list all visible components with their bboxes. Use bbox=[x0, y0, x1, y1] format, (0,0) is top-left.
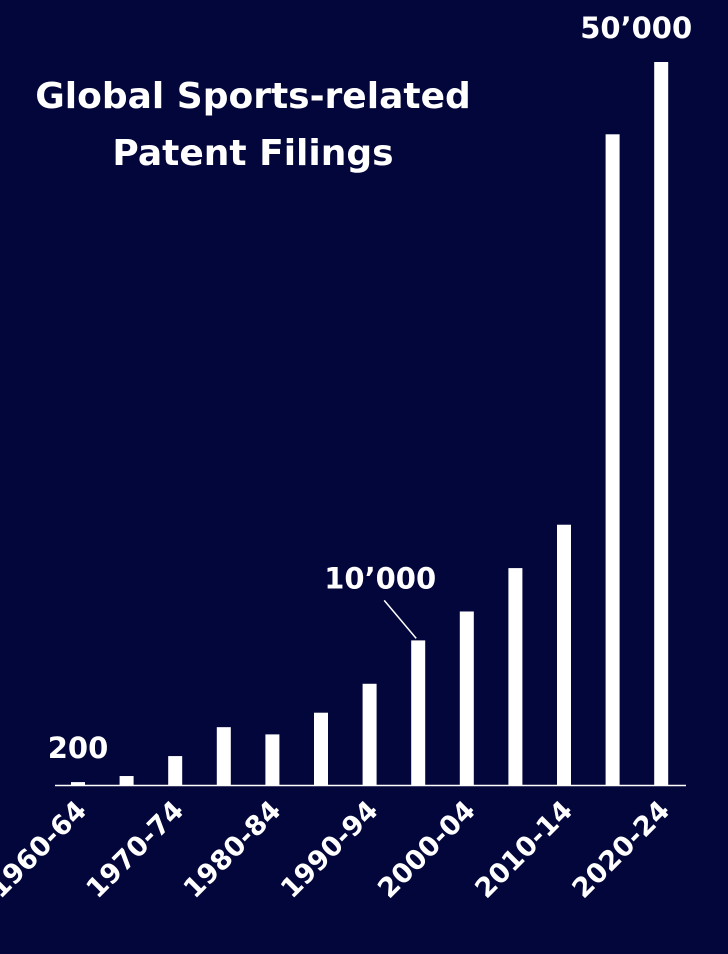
data-label: 200 bbox=[48, 731, 109, 765]
bar bbox=[265, 734, 280, 785]
x-tick-label: 1980-84 bbox=[178, 795, 288, 905]
bar bbox=[557, 524, 571, 785]
data-label: 50’000 bbox=[580, 11, 692, 45]
data-label: 10’000 bbox=[324, 561, 436, 595]
bar bbox=[216, 727, 231, 785]
bar bbox=[362, 683, 377, 785]
bar bbox=[71, 782, 85, 785]
x-tick-label: 2000-04 bbox=[372, 795, 482, 905]
bar bbox=[605, 134, 620, 786]
leader-line bbox=[383, 599, 417, 639]
x-tick-label: 1990-94 bbox=[275, 795, 385, 905]
chart-title: Global Sports-related Patent Filings bbox=[35, 76, 471, 174]
bar bbox=[314, 712, 328, 785]
bar bbox=[168, 756, 183, 785]
bar bbox=[654, 62, 669, 785]
x-tick-label: 2010-14 bbox=[469, 795, 579, 905]
bar bbox=[119, 776, 134, 785]
x-tick-label: 2020-24 bbox=[567, 795, 677, 905]
bar bbox=[411, 640, 426, 785]
bar bbox=[508, 568, 523, 785]
x-tick-label: 1960-64 bbox=[0, 795, 93, 905]
bar bbox=[459, 611, 474, 785]
x-tick-label: 1970-74 bbox=[81, 795, 191, 905]
